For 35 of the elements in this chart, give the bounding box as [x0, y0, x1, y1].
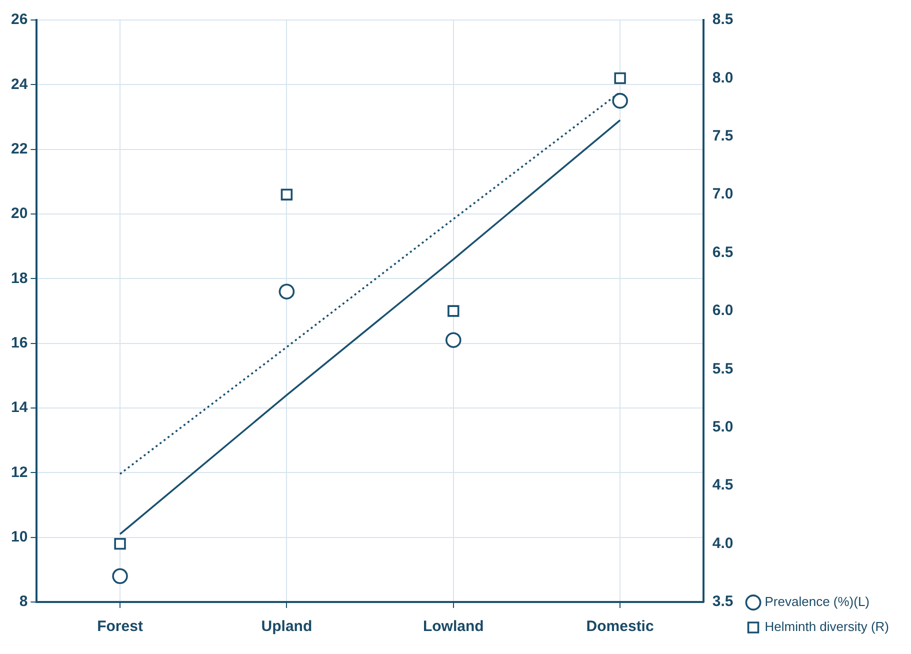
point — [612, 92, 628, 109]
point — [445, 332, 462, 348]
point — [112, 568, 128, 584]
y-tick-label: 16 — [10, 334, 28, 352]
y2-tick-label: 8.5 — [712, 11, 734, 28]
point — [614, 72, 626, 84]
y2-tick-label: 4.5 — [712, 476, 734, 494]
y-tick-label: 26 — [10, 11, 28, 28]
y-tick-label: 12 — [10, 464, 28, 481]
point — [280, 188, 293, 200]
y2-tick-label: 4.0 — [712, 534, 734, 552]
x-tick-label: Lowland — [422, 618, 484, 636]
y-tick-label: 18 — [10, 270, 28, 287]
x-tick-label: Forest — [97, 618, 143, 636]
x-tick-label: Upland — [261, 618, 312, 636]
y2-tick-label: 3.5 — [712, 593, 734, 610]
y-tick-label: 10 — [10, 528, 28, 546]
y2-tick-label: 6.5 — [712, 244, 734, 261]
y2-tick-label: 8.0 — [712, 69, 734, 86]
y-tick-label: 20 — [10, 205, 28, 222]
legend-label: Prevalence (%)(L) — [764, 594, 870, 610]
y-tick-label: 22 — [10, 140, 28, 158]
y-tick-label: 14 — [10, 399, 28, 416]
point — [278, 284, 295, 300]
y2-tick-label: 5.5 — [712, 360, 734, 378]
y2-tick-label: 5.0 — [712, 418, 734, 436]
point — [448, 305, 460, 317]
y-tick-label: 24 — [10, 76, 28, 93]
y2-tick-label: 7.0 — [712, 186, 734, 203]
y2-tick-label: 7.5 — [712, 128, 734, 145]
point — [114, 538, 126, 550]
y-tick-label: 8 — [19, 593, 28, 610]
x-tick-label: Domestic — [586, 618, 654, 636]
y2-tick-label: 6.0 — [712, 302, 734, 320]
legend-label: Helminth diversity (R) — [764, 619, 890, 634]
